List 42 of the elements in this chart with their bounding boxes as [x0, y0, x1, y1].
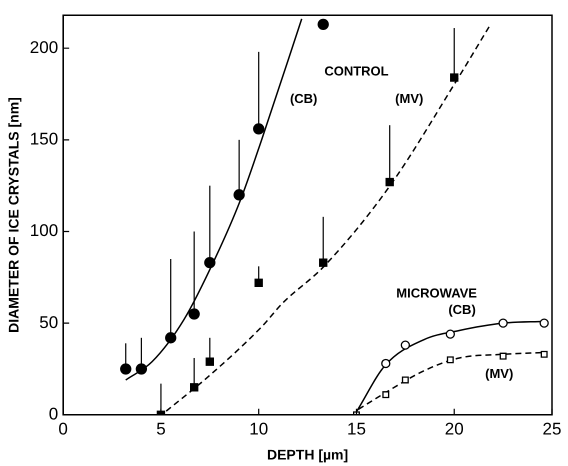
point: [500, 352, 507, 360]
annotation: (MV): [485, 366, 514, 382]
point: [136, 363, 148, 375]
x-axis-title: DEPTH [µm]: [266, 446, 348, 462]
x-tick-label: 10: [249, 420, 268, 439]
annotation: (CB): [448, 302, 476, 317]
point: [120, 363, 132, 375]
point: [446, 356, 454, 364]
annotation: CONTROL: [324, 64, 389, 79]
point: [233, 189, 245, 200]
y-tick-label: 150: [30, 130, 58, 149]
x-tick-label: 20: [444, 420, 464, 439]
annotation: (CB): [290, 91, 318, 106]
point: [190, 383, 198, 392]
annotation: (MV): [395, 91, 424, 106]
point: [402, 376, 409, 384]
point: [253, 123, 264, 134]
point: [498, 318, 508, 328]
point: [400, 340, 410, 350]
point: [540, 350, 548, 358]
y-tick-label: 50: [39, 312, 58, 332]
y-tick-label: 100: [30, 221, 58, 240]
point: [450, 73, 458, 82]
point: [206, 357, 214, 366]
point: [188, 308, 200, 320]
point: [446, 329, 455, 339]
x-tick-label: 5: [156, 420, 166, 439]
x-tick-label: 25: [542, 420, 562, 439]
annotation: MICROWAVE: [396, 285, 478, 300]
point: [204, 257, 216, 268]
y-tick-label: 0: [48, 404, 58, 424]
point: [254, 278, 263, 288]
y-axis-title: DIAMETER OF ICE CRYSTALS [nm]: [5, 97, 22, 333]
x-tick-label: 15: [347, 420, 366, 439]
point: [165, 332, 176, 344]
y-tick-label: 200: [30, 38, 58, 57]
point: [318, 18, 329, 30]
point: [381, 358, 390, 368]
point: [382, 391, 390, 398]
point: [319, 258, 328, 267]
point: [386, 178, 394, 186]
point: [540, 318, 549, 328]
